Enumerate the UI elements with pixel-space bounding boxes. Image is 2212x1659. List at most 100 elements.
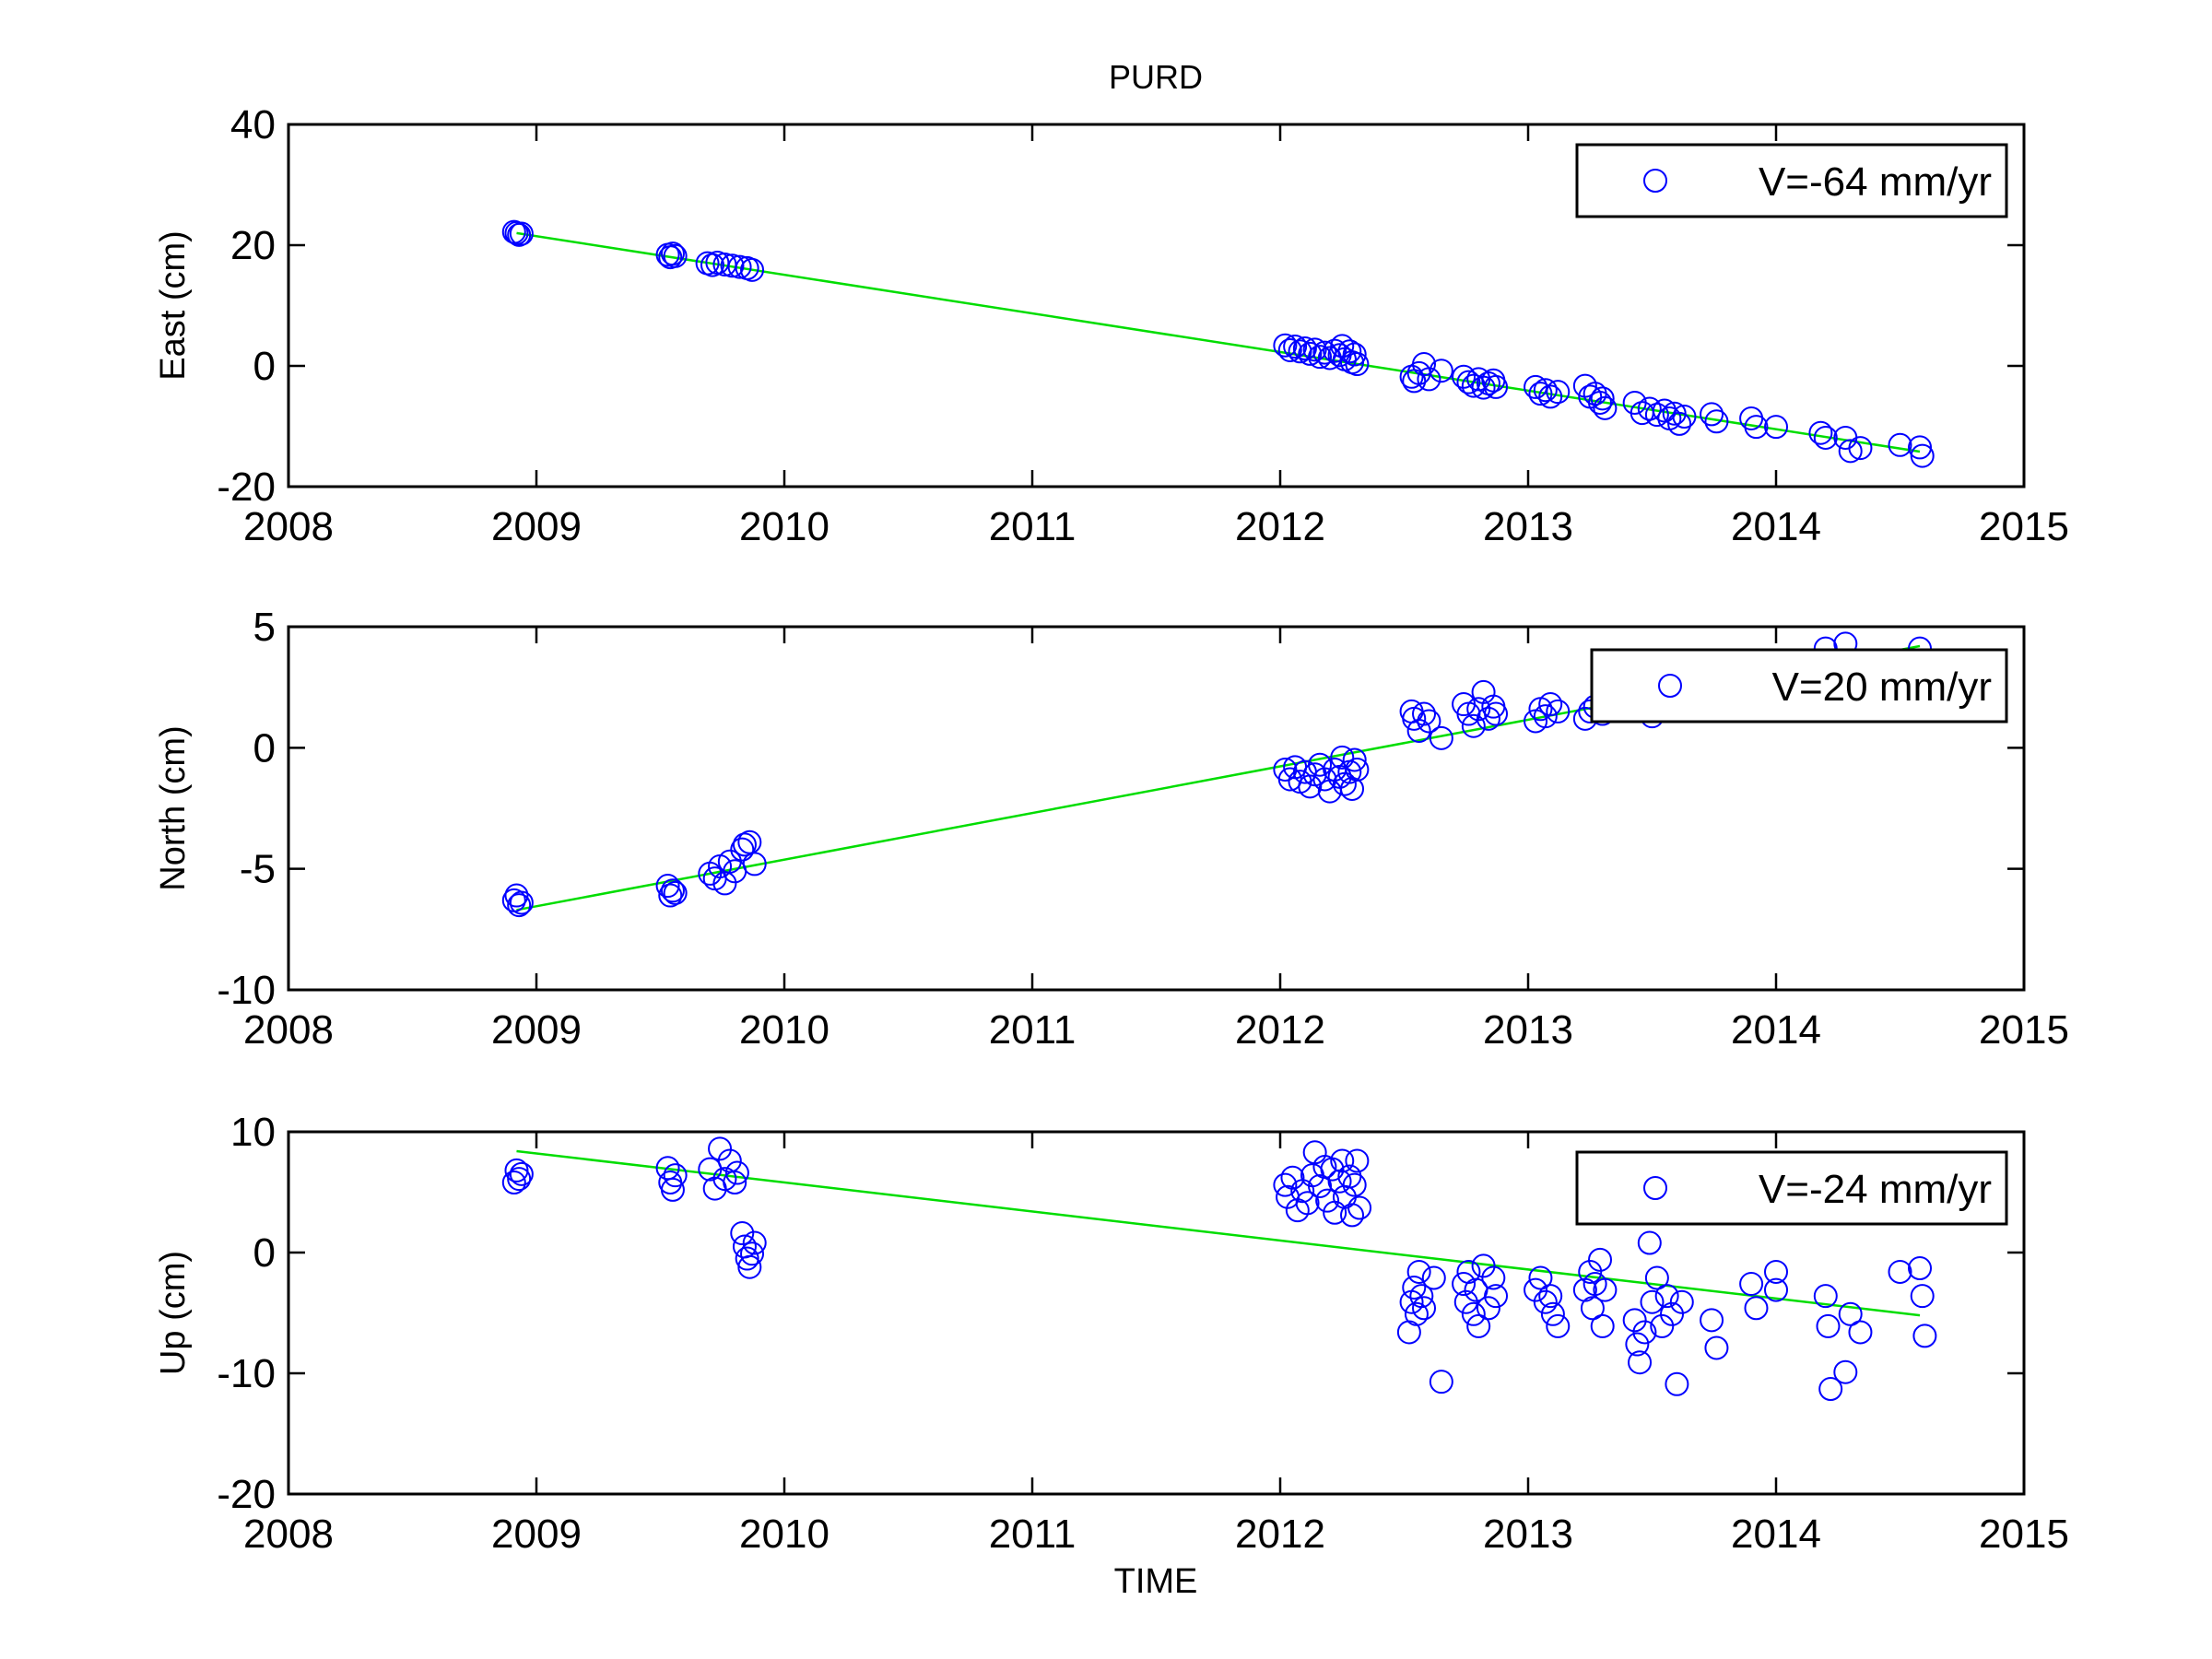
data-point [1471,1253,1496,1278]
data-point [1345,352,1370,377]
y-axis-label: North (cm) [154,725,193,890]
data-point [712,1167,737,1192]
data-point [1700,402,1724,427]
x-tick-label: 2014 [1731,504,1821,549]
data-point [1644,1265,1669,1290]
data-point [1744,1296,1769,1321]
data-point [1412,1296,1437,1321]
data-point [1848,436,1873,461]
x-tick-label: 2010 [739,1512,830,1557]
data-point [1295,1191,1320,1216]
legend-marker-icon [1643,169,1667,193]
data-point [730,1221,755,1246]
data-point [1650,1313,1675,1338]
data-point [1409,1284,1434,1309]
data-point [1910,1284,1935,1309]
data-point [507,893,532,918]
x-tick-label: 2010 [739,504,830,549]
data-point [1622,1308,1647,1333]
data-point [1654,1284,1679,1309]
legend: V=-64 mm/yr [1575,143,2008,218]
data-point [1342,1172,1367,1197]
data-point [1808,420,1833,445]
data-point [1466,1313,1491,1338]
data-point [1421,1265,1446,1290]
data-point [1528,1265,1553,1290]
data-point [1528,382,1553,406]
data-point [1345,757,1370,782]
data-point [1744,415,1769,440]
data-point [1298,774,1323,799]
data-point [1481,1265,1506,1290]
data-point [1533,378,1558,403]
legend-box [1575,1150,2008,1226]
data-point [740,1241,765,1266]
data-point [1546,1313,1571,1338]
y-tick-label: 20 [230,223,276,268]
data-point [1402,1275,1427,1300]
data-point [724,1160,749,1185]
y-tick-label: 40 [230,102,276,147]
data-point [1277,337,1302,362]
data-point [1637,396,1662,421]
data-point [1833,1359,1858,1384]
data-point [1632,1320,1657,1345]
legend: V=20 mm/yr [1590,648,2008,724]
legend-label: V=-24 mm/yr [1759,1167,1992,1212]
data-point [1466,697,1491,722]
x-tick-label: 2008 [243,1007,334,1053]
data-point [1533,1289,1558,1314]
data-point [1813,1284,1838,1309]
data-point [1764,415,1788,440]
data-point [1484,1284,1509,1309]
y-tick-label: 0 [253,1230,276,1276]
data-point [1412,352,1437,377]
data-point [1315,1188,1340,1213]
data-point [1533,704,1558,729]
y-tick-label: 0 [253,725,276,771]
data-point [1910,443,1935,468]
data-point [658,883,683,908]
x-tick-label: 2011 [989,1007,1077,1053]
data-point [1406,1259,1431,1284]
data-point [1345,1148,1370,1173]
axes-frame [287,625,2026,992]
x-tick-label: 2009 [491,1007,582,1053]
x-tick-label: 2013 [1483,1512,1573,1557]
x-tick-label: 2013 [1483,1007,1573,1053]
axes-frame [287,1130,2026,1496]
data-point [1667,411,1692,436]
data-point [723,1171,747,1195]
data-point [1429,359,1453,383]
x-tick-label: 2009 [491,504,582,549]
data-point [1739,1272,1764,1297]
data-point [1546,699,1571,724]
data-point [1838,439,1863,464]
data-point [1580,1296,1605,1321]
data-point [1273,1172,1298,1197]
x-tick-label: 2015 [1979,504,2069,549]
data-point [740,257,765,282]
data-point [735,1246,759,1271]
data-point [1704,409,1729,434]
data-point [1704,1335,1729,1360]
y-tick-label: -20 [217,465,276,510]
data-points [501,219,1935,468]
x-tick-label: 2015 [1979,1007,2069,1053]
data-point [509,1161,534,1186]
legend-box [1575,143,2008,218]
data-point [1538,692,1563,717]
x-tick-label: 2011 [989,504,1077,549]
data-point [1406,718,1431,743]
data-point [1888,1259,1912,1284]
data-point [655,874,680,899]
data-point [1273,333,1298,358]
data-point [1476,706,1500,731]
data-point [742,852,767,877]
data-point [1813,425,1838,450]
data-point [1640,1289,1665,1314]
data-point [1340,776,1365,801]
data-point [1330,745,1355,770]
data-point [1347,1195,1372,1220]
